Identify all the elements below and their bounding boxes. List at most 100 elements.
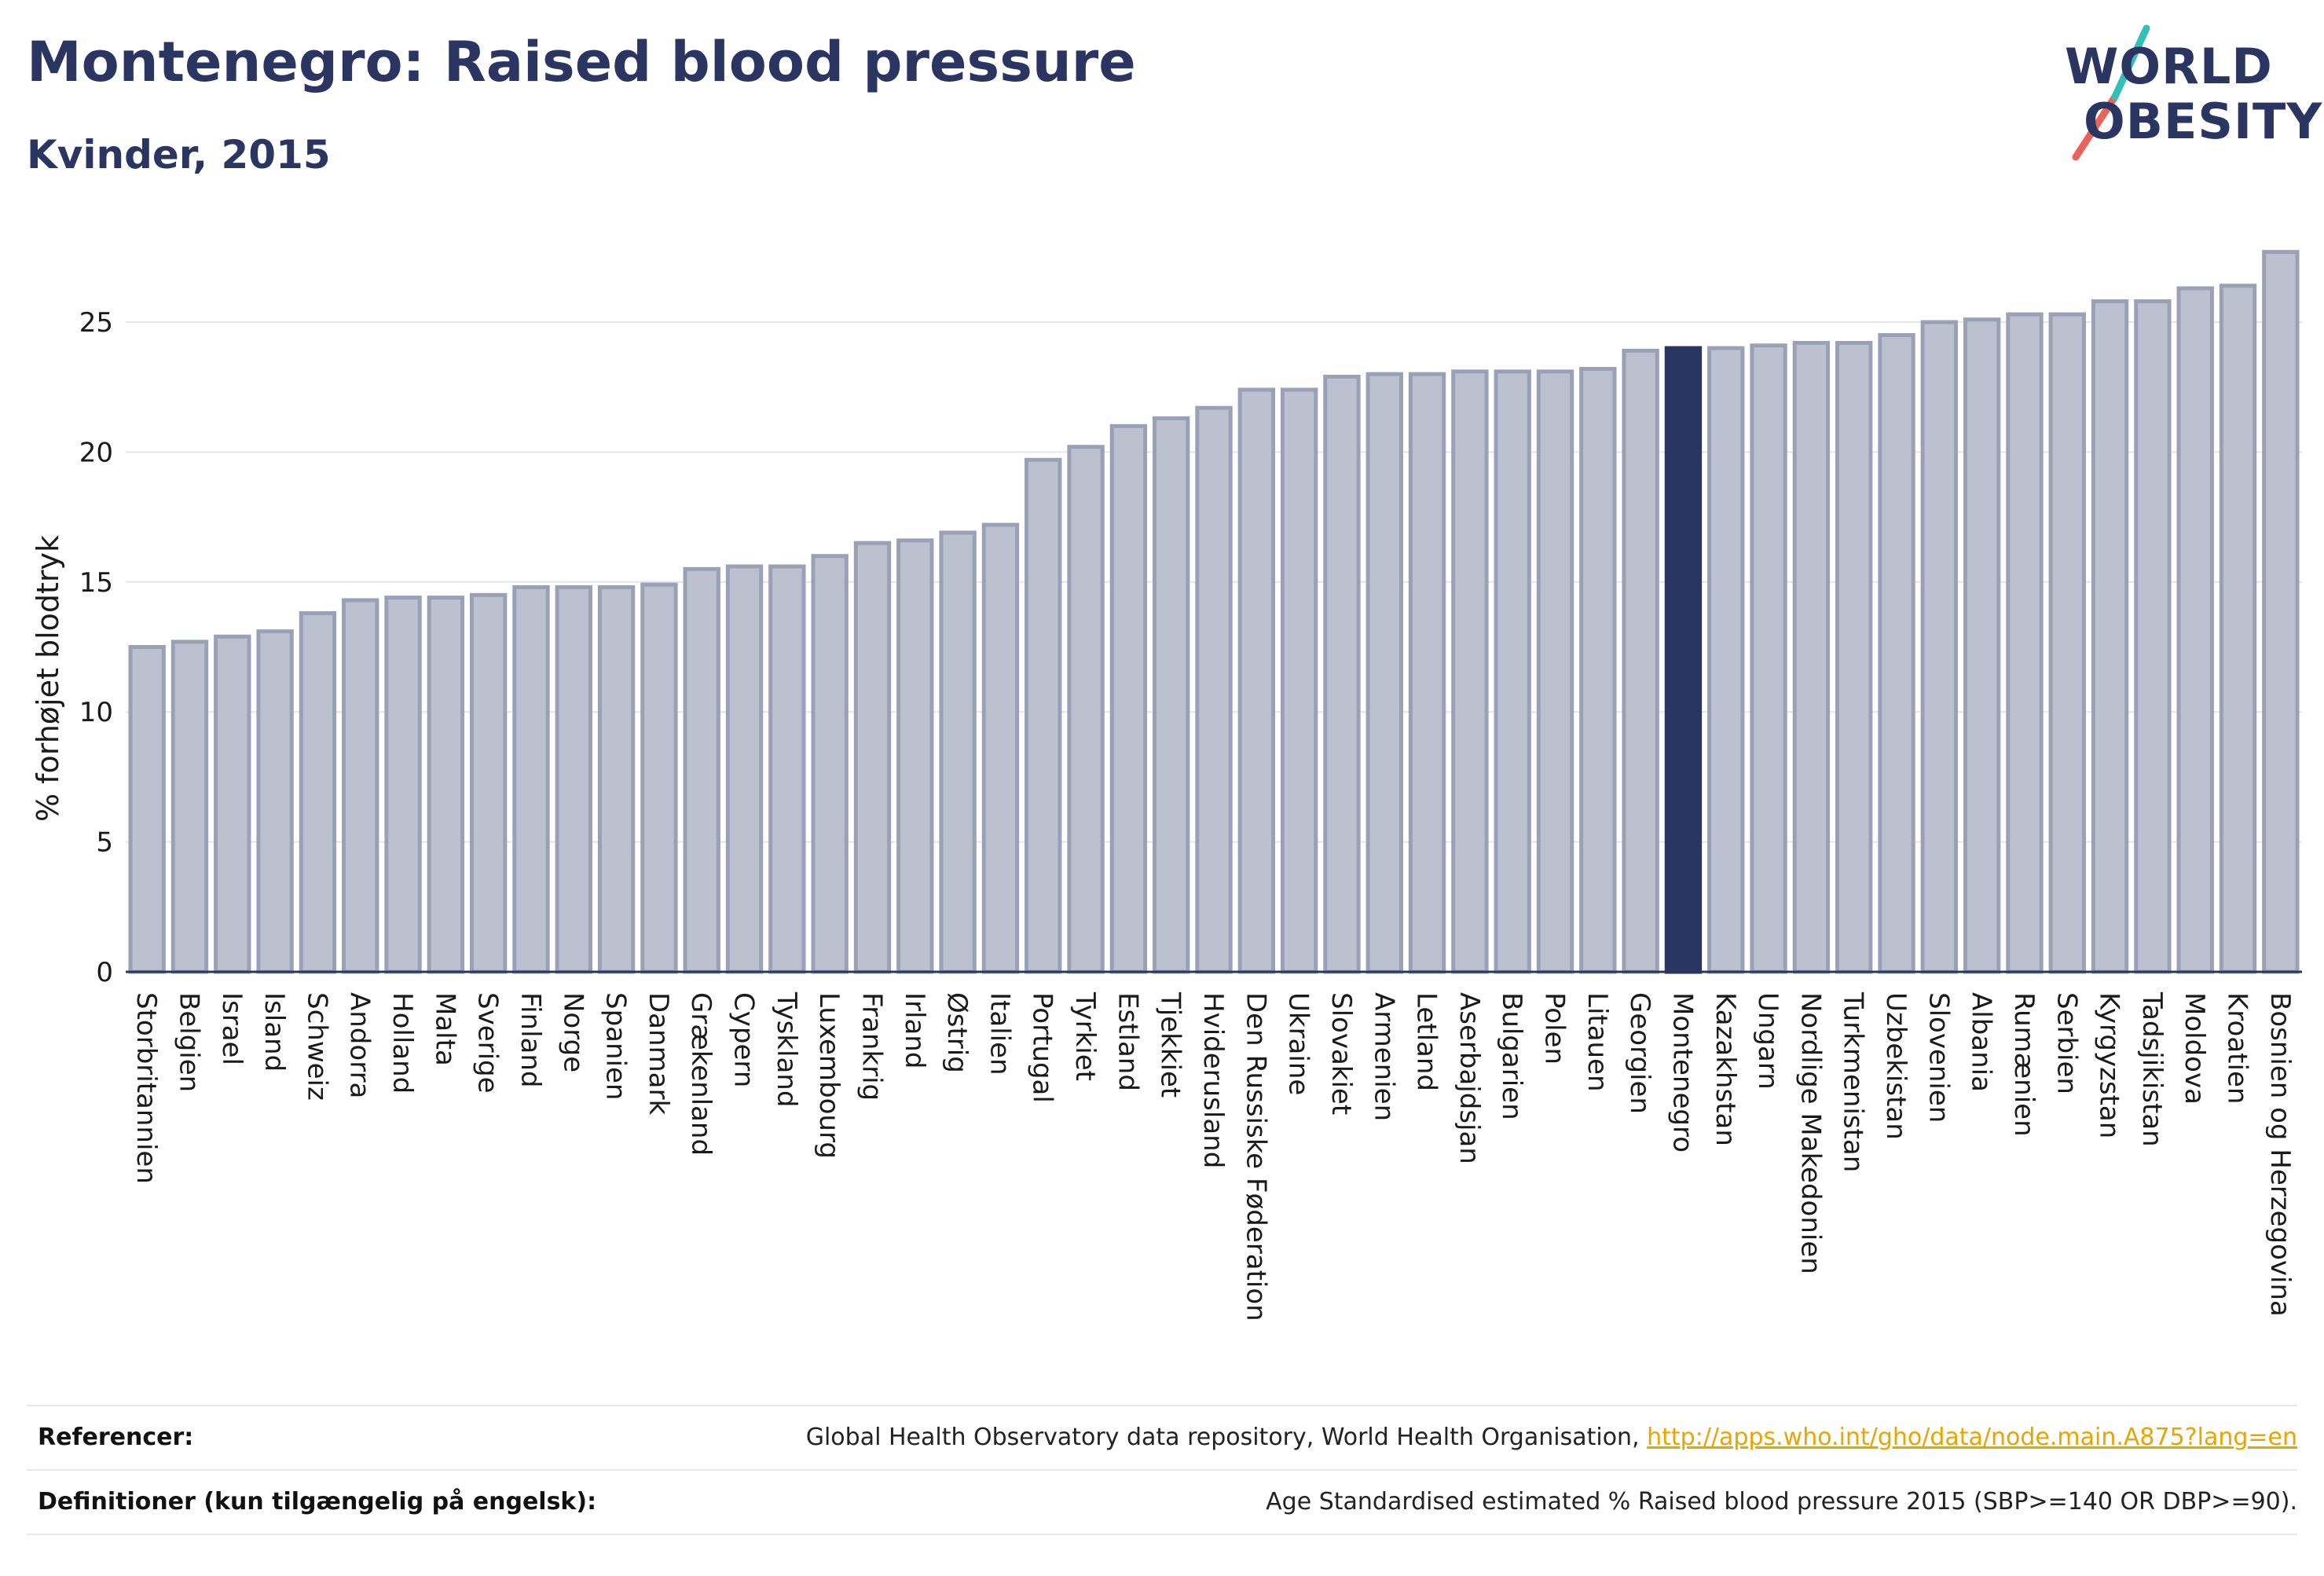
bar [1365,372,1403,974]
x-tick-label: Luxembourg [813,992,845,1159]
x-tick-label: Den Russiske Føderation [1240,992,1271,1321]
x-tick-label: Kroatien [2222,992,2253,1104]
x-tick-label: Letland [1411,992,1442,1091]
x-tick-label: Grækenland [685,992,717,1156]
x-tick-label: Østrig [941,992,973,1073]
x-tick-label: Hviderusland [1197,992,1229,1168]
bar [1622,348,1659,974]
bar [1025,457,1062,974]
x-tick-label: Litauen [1582,992,1613,1092]
bar [2048,312,2086,974]
x-tick-label: Spanien [600,992,632,1100]
footer-divider [27,1534,2297,1535]
bar [427,596,465,974]
world-obesity-logo: WORLD OBESITY [2052,22,2322,163]
bar [981,522,1020,974]
y-tick-label: 10 [79,697,113,728]
axes: 0 5 10 15 20 25 Storbritannien Belgien Israel Isl… [79,307,2302,1321]
bar-highlight [1664,346,1703,974]
x-tick-label: Irland [899,992,930,1068]
bar [1963,317,2001,974]
x-tick-label: Portugal [1027,992,1058,1103]
x-tick-label: Danmark [643,992,674,1115]
x-tick-label: Bosnien og Herzegovina [2264,992,2296,1317]
x-tick-label: Tyrkiet [1069,991,1101,1081]
logo-text-obesity: OBESITY [2084,93,2323,150]
x-tick-label: Turkmenistan [1838,991,1869,1172]
bar [299,610,337,974]
bar [2262,250,2300,974]
x-tick-label: Sverige [472,992,504,1094]
x-tick-label: Israel [216,992,247,1065]
definitions-row: Definitioner (kun tilgængelig på engelsk… [27,1469,2297,1534]
bar [2219,284,2257,974]
x-tick-label: Norge [557,992,588,1072]
page-subtitle: Kvinder, 2015 [27,132,331,178]
bar [640,582,678,974]
x-tick-label: Kazakhstan [1710,992,1741,1146]
bar [1792,340,1831,974]
logo-text-world: WORLD [2065,38,2273,95]
bar-chart: 0 5 10 15 20 25 Storbritannien Belgien Israel Isl… [31,250,2302,1321]
bar [597,585,636,974]
bar [2176,286,2214,974]
logo-slash-icon [2072,24,2150,161]
definitions-label: Definitioner (kun tilgængelig på engelsk… [38,1488,597,1516]
bar [725,564,764,974]
definitions-value: Age Standardised estimated % Raised bloo… [1266,1488,2297,1516]
x-tick-label: Georgien [1624,992,1655,1114]
x-tick-label: Albania [1966,992,1997,1092]
x-tick-label: Kyrgyzstan [2094,992,2125,1138]
x-tick-label: Tjekkiet [1155,991,1186,1098]
bar [1451,369,1489,974]
x-tick-label: Uzbekistan [1880,992,1912,1140]
bar [2134,299,2172,974]
bar [1920,320,1959,974]
bar [1109,423,1148,974]
bar [1750,343,1787,974]
y-tick-label: 15 [79,567,113,599]
x-tick-label: Moldova [2179,992,2210,1105]
x-tick-label: Cypern [728,992,760,1087]
y-tick-label: 25 [79,307,113,339]
bar [683,566,720,974]
bar [1237,387,1275,974]
bar [1707,346,1745,974]
bar [1067,445,1105,974]
bar [1323,374,1361,974]
bars [128,250,2300,974]
x-tick-label: Montenegro [1666,992,1698,1153]
bar [1195,405,1233,974]
x-tick-label: Slovenien [1923,992,1954,1123]
bar [853,541,892,974]
bar [128,645,166,974]
references-value: Global Health Observatory data repositor… [806,1424,2297,1451]
x-tick-label: Serbien [2051,992,2082,1094]
references-label: Referencer: [38,1424,194,1451]
bar [939,530,977,974]
bar [170,640,209,974]
x-tick-label: Bulgarien [1496,992,1527,1120]
x-tick-label: Storbritannien [130,992,162,1184]
y-tick-label: 0 [96,957,113,988]
bar [896,538,934,974]
page-title: Montenegro: Raised blood pressure [27,30,1136,94]
references-link[interactable]: http://apps.who.int/gho/data/node.main.A… [1647,1424,2297,1451]
bar [1494,369,1531,974]
x-tick-label: Rumænien [2008,992,2040,1137]
references-text: Global Health Observatory data repositor… [805,1424,1648,1451]
bar [256,629,294,974]
y-tick-label: 20 [79,437,113,468]
x-tick-label: Ukraine [1283,992,1314,1095]
bar [1153,416,1190,974]
x-tick-label: Armenien [1368,992,1399,1121]
y-axis-label: % forhøjet blodtryk [31,535,65,822]
x-tick-label: Andorra [344,992,376,1098]
bar [2006,312,2044,974]
bar [384,596,422,974]
x-tick-label: Ungarn [1752,992,1783,1090]
x-tick-label: Nordlige Makedonien [1794,992,1826,1274]
x-tick-label: Island [258,992,290,1072]
bar [469,592,508,974]
x-tick-label: Holland [387,992,418,1094]
